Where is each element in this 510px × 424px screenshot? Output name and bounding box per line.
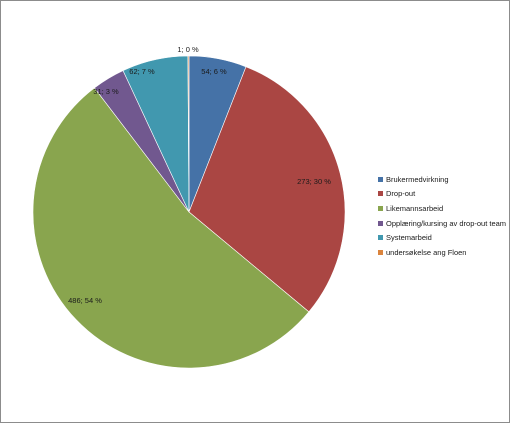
legend-item-4: Systemarbeid bbox=[378, 230, 510, 245]
legend-swatch-0 bbox=[378, 176, 383, 182]
legend-swatch-5 bbox=[378, 249, 383, 255]
legend-swatch-3 bbox=[378, 220, 383, 226]
data-label-5: 1; 0 % bbox=[177, 45, 199, 54]
data-label-4: 62; 7 % bbox=[129, 67, 155, 76]
legend-swatch-1 bbox=[378, 191, 383, 197]
legend: Brukermedvirkning Drop-out Likemannsarbeid… bbox=[378, 172, 510, 260]
legend-swatch-4 bbox=[378, 235, 383, 241]
legend-label-1: Drop-out bbox=[386, 189, 416, 199]
legend-swatch-2 bbox=[378, 205, 383, 211]
legend-item-3: Opplæring/kursing av drop-out team bbox=[378, 216, 510, 231]
legend-item-2: Likemannsarbeid bbox=[378, 201, 510, 216]
legend-item-1: Drop-out bbox=[378, 187, 510, 202]
legend-label-5: undersøkelse ang Floen bbox=[386, 247, 467, 257]
pie-slice-5 bbox=[187, 55, 190, 213]
pie-slice-1 bbox=[188, 66, 346, 313]
data-label-2: 486; 54 % bbox=[68, 296, 102, 305]
legend-label-4: Systemarbeid bbox=[386, 233, 432, 243]
data-label-0: 54; 6 % bbox=[201, 67, 227, 76]
legend-item-0: Brukermedvirkning bbox=[378, 172, 510, 187]
data-label-3: 31; 3 % bbox=[93, 87, 119, 96]
legend-label-0: Brukermedvirkning bbox=[386, 174, 449, 184]
pie-slice-2 bbox=[32, 87, 310, 369]
data-label-1: 273; 30 % bbox=[297, 177, 331, 186]
legend-item-5: undersøkelse ang Floen bbox=[378, 245, 510, 260]
legend-label-3: Opplæring/kursing av drop-out team bbox=[386, 218, 507, 228]
legend-label-2: Likemannsarbeid bbox=[386, 203, 444, 213]
